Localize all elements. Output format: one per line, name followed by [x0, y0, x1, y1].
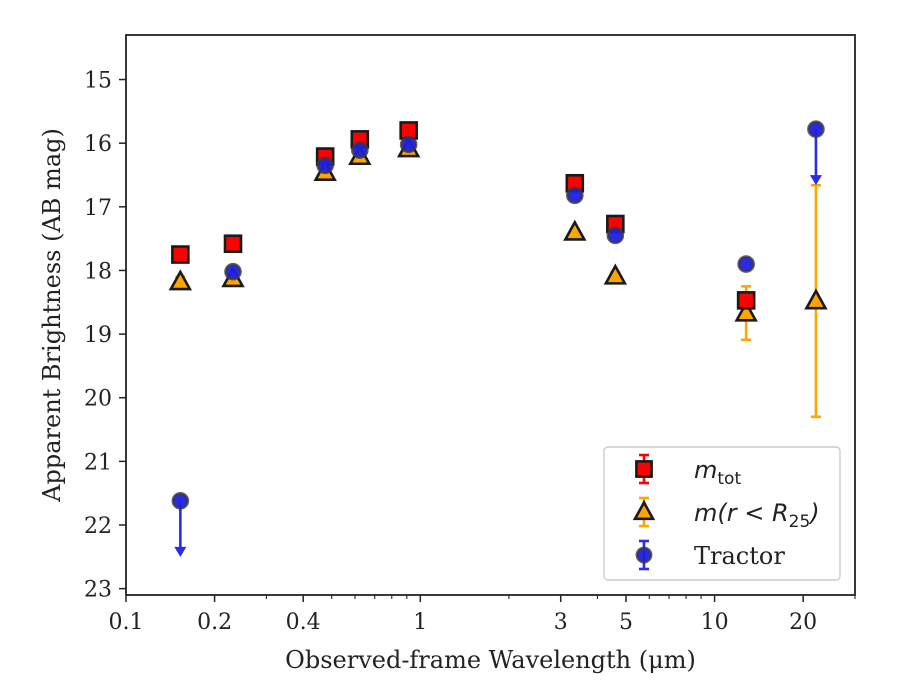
y-tick-label: 17 [84, 196, 112, 221]
triangle-marker [804, 288, 828, 310]
x-tick-label: 3 [554, 610, 568, 635]
data-point [171, 245, 190, 264]
y-tick-label: 20 [84, 387, 112, 412]
data-point [224, 262, 242, 281]
triangle-marker [168, 269, 193, 291]
data-point [223, 234, 243, 254]
legend-label: m(r < R25) [694, 499, 820, 532]
circle-marker [171, 492, 190, 510]
data-point [606, 226, 625, 245]
data-point [804, 183, 828, 419]
arrow-head [174, 546, 187, 557]
y-tick-label: 15 [84, 69, 112, 94]
x-tick-label: 0.1 [109, 610, 144, 635]
circle-marker [807, 120, 825, 138]
y-tick-label: 19 [84, 323, 112, 348]
series-0 [171, 121, 756, 310]
triangle-marker [603, 263, 628, 285]
legend-entry: m(r < R25) [632, 496, 820, 532]
circle-marker [737, 255, 755, 273]
legend-label-suffix: ) [808, 499, 819, 527]
data-point [807, 120, 825, 186]
x-tick-label: 5 [619, 610, 633, 635]
triangle-marker [563, 219, 587, 241]
x-tick-label: 0.2 [197, 610, 232, 635]
data-point [351, 141, 369, 159]
data-point [316, 156, 334, 175]
y-tick-label: 16 [84, 132, 112, 157]
data-point [603, 263, 628, 285]
legend-circle-marker [635, 546, 653, 564]
circle-marker [316, 156, 334, 175]
legend-triangle-marker [632, 499, 656, 521]
y-tick-label: 22 [84, 514, 112, 539]
x-axis-label: Observed-frame Wavelength (μm) [285, 646, 696, 674]
series-2 [171, 120, 825, 557]
y-axis-label: Apparent Brightness (AB mag) [38, 128, 66, 503]
x-tick-label: 20 [789, 610, 817, 635]
plot-area: 0.1 0.2 0.4 1 3 5 10 20 15 16 17 18 19 20 21 22 23 Observ… [38, 34, 856, 674]
legend-frame [603, 446, 841, 581]
plot-frame [125, 34, 856, 596]
triangle-marker [734, 300, 758, 322]
y-tick-label: 18 [84, 259, 112, 284]
legend-label: mtot [694, 456, 741, 489]
arrow-head [809, 175, 822, 186]
legend-label-main: Tractor [694, 542, 785, 570]
data-point [566, 186, 584, 205]
circle-marker [224, 262, 242, 281]
legend-entry: Tractor [635, 539, 785, 571]
x-tick-label: 1 [413, 610, 427, 635]
data-point [737, 255, 755, 273]
x-tick-label: 10 [701, 610, 729, 635]
legend-square-marker [635, 460, 653, 478]
x-tick-label: 0.4 [286, 610, 321, 635]
data-point [168, 269, 193, 291]
data-point [736, 291, 756, 310]
legend-entry: mtot [635, 453, 741, 489]
legend-label: Tractor [694, 542, 785, 570]
data-point [563, 219, 587, 241]
square-marker [736, 291, 756, 310]
data-point [171, 492, 190, 557]
circle-marker [351, 141, 369, 159]
legend-label-subscript: tot [717, 469, 741, 489]
legend-label-subscript: 25 [789, 512, 811, 532]
legend-label-main: m [694, 456, 717, 484]
y-tick-label: 23 [84, 578, 112, 603]
legend: mtot m(r < R25) Tractor [603, 446, 841, 581]
circle-marker [566, 186, 584, 205]
square-marker [223, 234, 243, 254]
circle-marker [399, 135, 418, 154]
circle-marker [606, 226, 625, 245]
series-1 [168, 136, 828, 419]
data-point [399, 135, 418, 154]
legend-label-main: m(r < R [694, 499, 789, 527]
square-marker [171, 245, 190, 264]
y-tick-label: 21 [84, 450, 112, 475]
